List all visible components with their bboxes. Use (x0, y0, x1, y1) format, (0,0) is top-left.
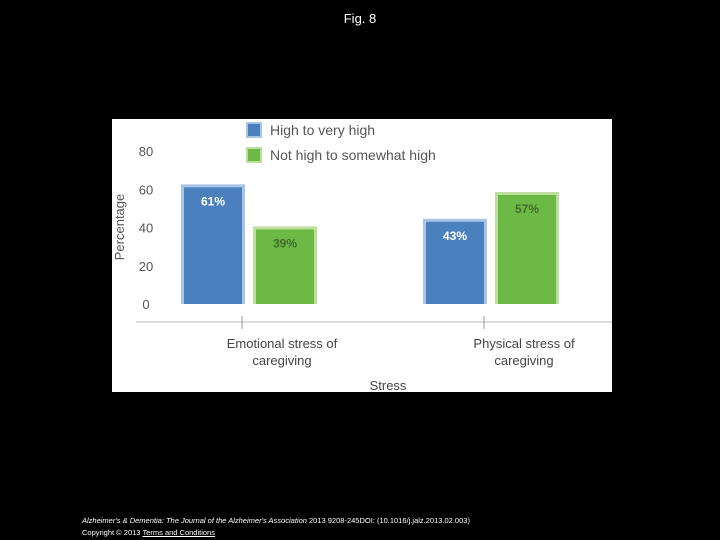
y-tick-label: 80 (139, 144, 153, 159)
citation-footer: Alzheimer's & Dementia: The Journal of t… (82, 515, 470, 539)
chart-panel: Percentage 0 20 40 60 80 Emotional stress of ca… (112, 119, 612, 392)
y-tick-label: 0 (142, 297, 149, 312)
y-tick-label: 60 (139, 182, 153, 197)
legend-swatch (248, 124, 260, 136)
x-category-label: caregiving (494, 353, 553, 368)
x-axis-label: Stress (370, 378, 407, 392)
x-category-label: Emotional stress of (227, 336, 338, 351)
legend-label: High to very high (270, 122, 375, 138)
bar-value-label: 39% (273, 236, 297, 250)
y-tick-label: 20 (139, 259, 153, 274)
bar-value-label: 61% (201, 194, 225, 208)
legend-label: Not high to somewhat high (270, 147, 436, 163)
copyright-text: Copyright © 2013 (82, 528, 143, 537)
bar-value-label: 43% (443, 229, 467, 243)
citation-line: Alzheimer's & Dementia: The Journal of t… (82, 515, 470, 527)
x-category-label: Physical stress of (473, 336, 575, 351)
bar-chart: Percentage 0 20 40 60 80 Emotional stress of ca… (112, 122, 612, 392)
y-tick-label: 40 (139, 221, 153, 236)
legend-swatch (248, 149, 260, 161)
terms-link[interactable]: Terms and Conditions (142, 528, 215, 537)
figure-title: Fig. 8 (343, 11, 377, 26)
y-axis-label: Percentage (112, 194, 127, 261)
bar (498, 194, 556, 304)
bar-value-label: 57% (515, 202, 539, 216)
bar (256, 229, 314, 304)
x-category-label: caregiving (252, 353, 311, 368)
copyright-line: Copyright © 2013 Terms and Conditions (82, 527, 470, 539)
bar (184, 187, 242, 304)
journal-name: Alzheimer's & Dementia: The Journal of t… (82, 516, 307, 525)
bar (426, 221, 484, 304)
citation-doi: 2013 9208-245DOI: (10.1016/j.jalz.2013.0… (306, 516, 470, 525)
